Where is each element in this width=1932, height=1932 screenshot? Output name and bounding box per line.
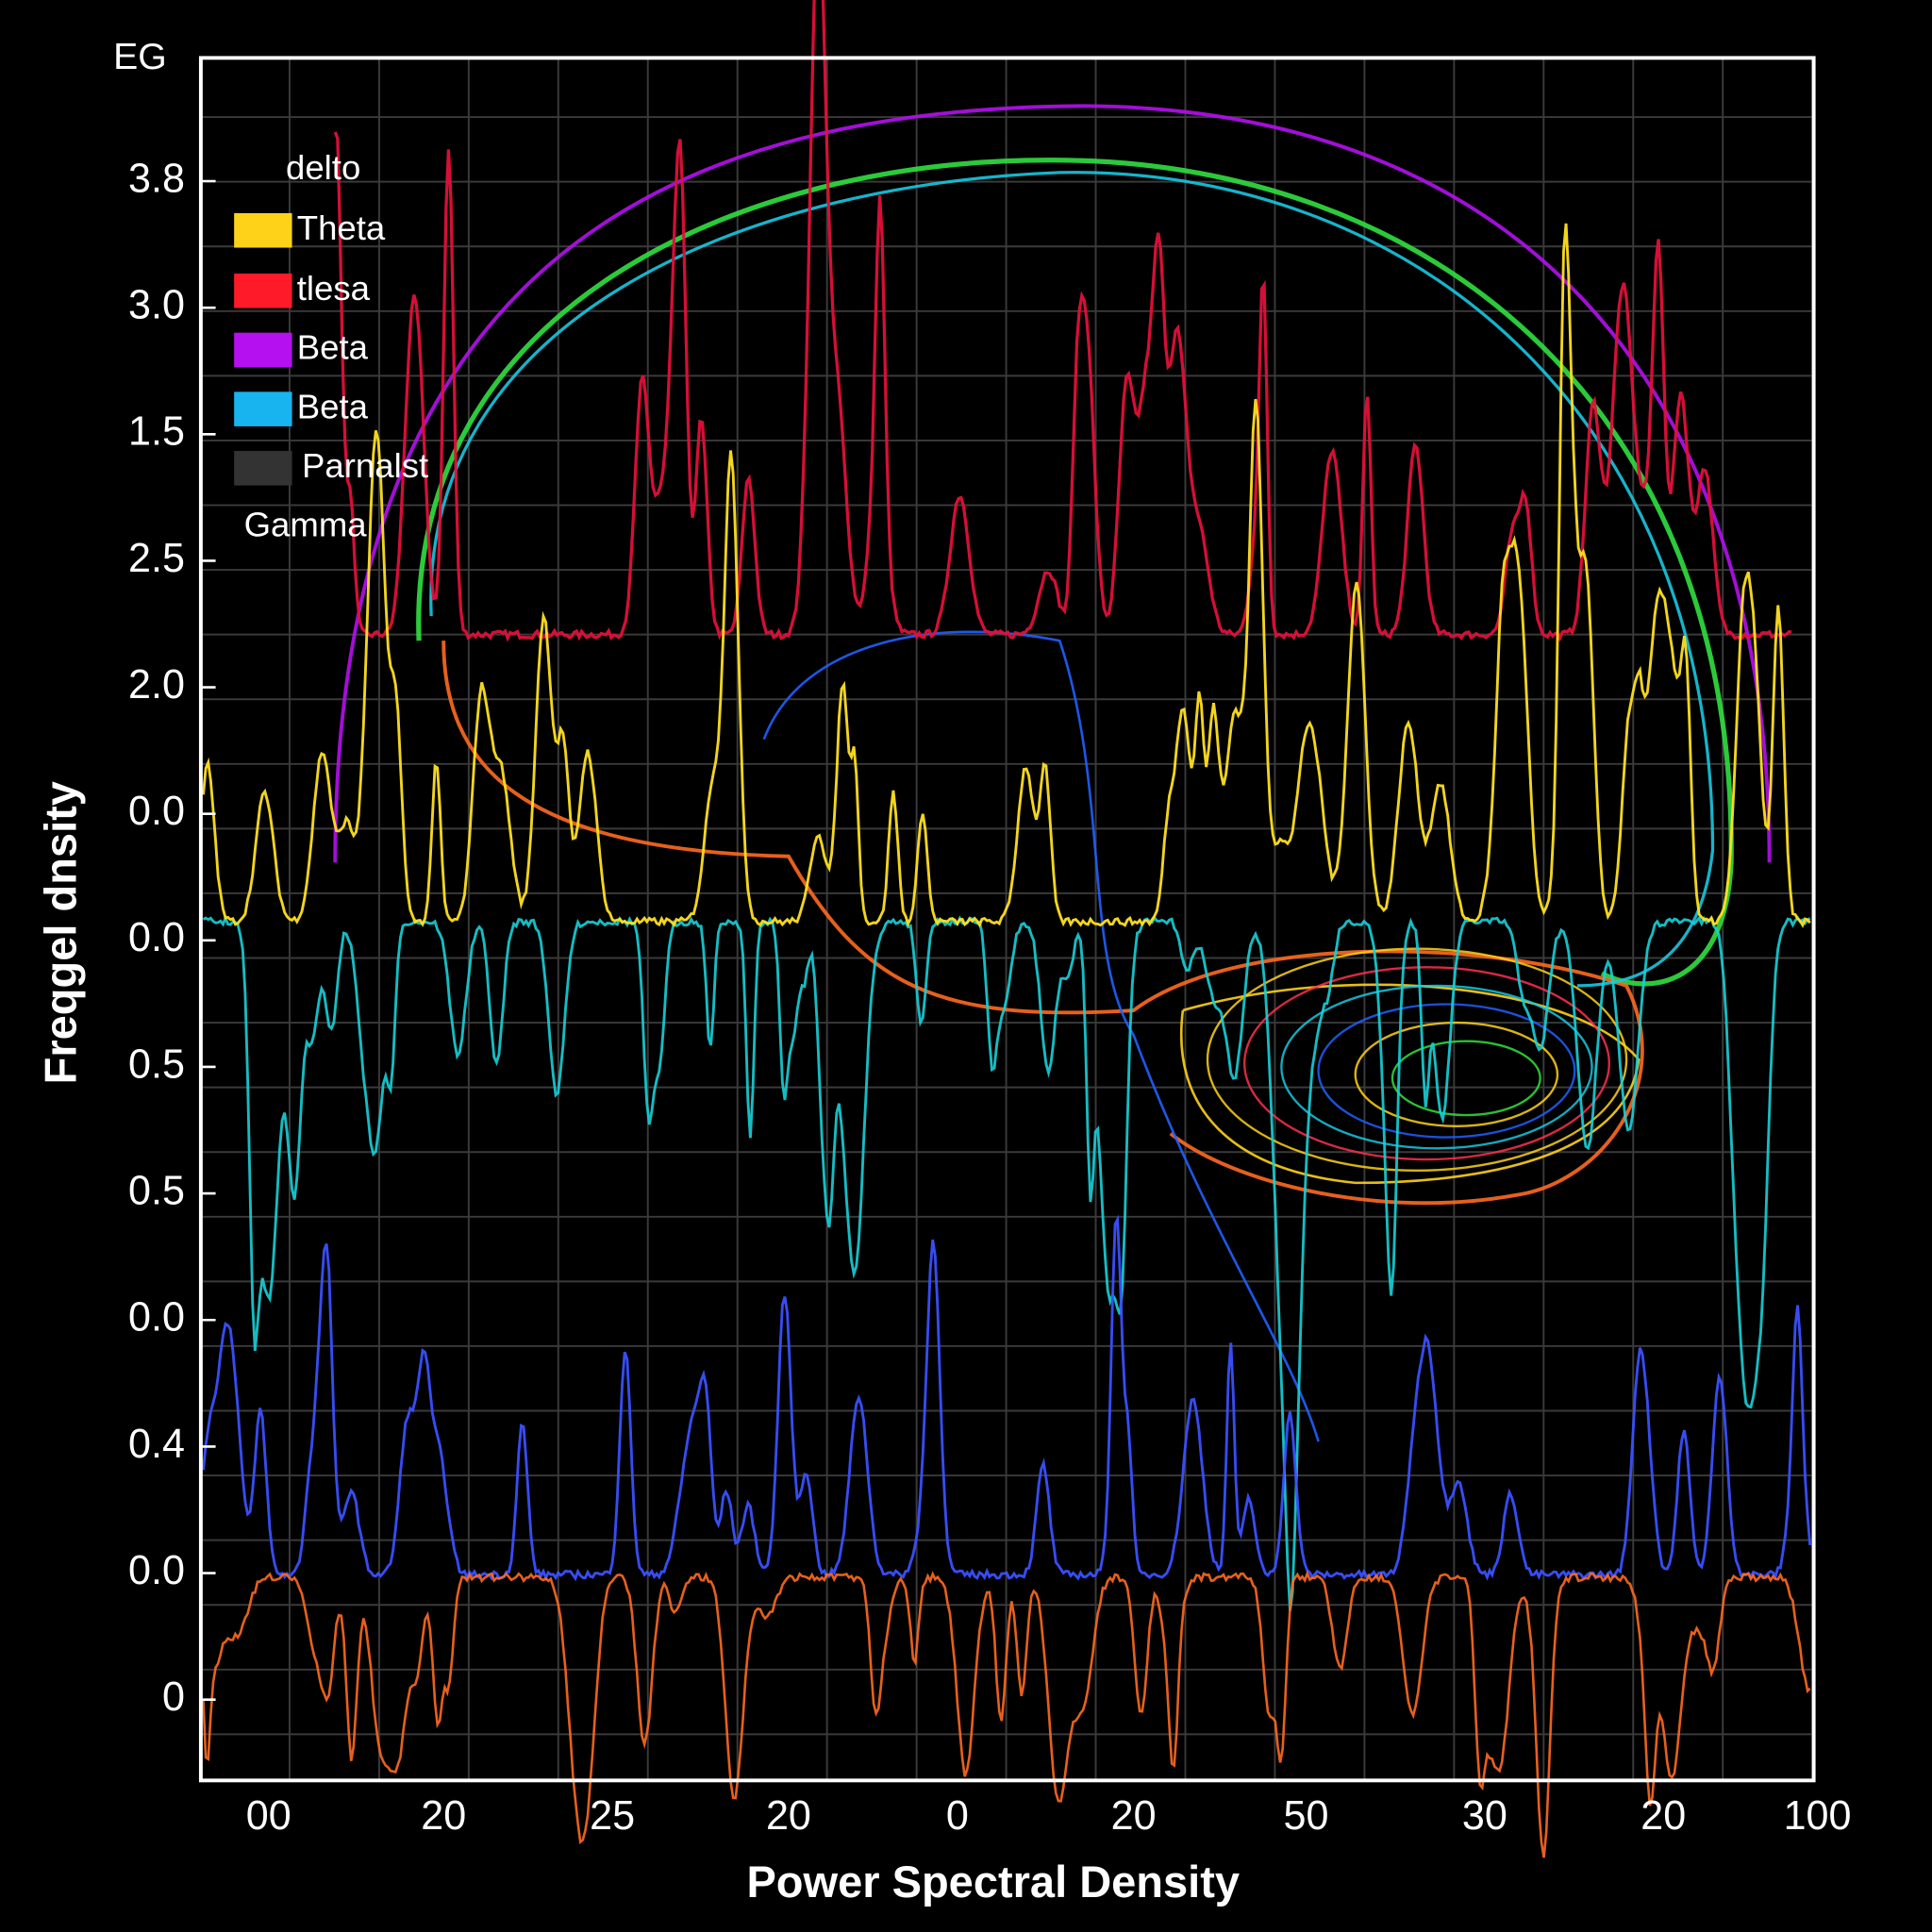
- legend-label: Theta: [297, 208, 386, 247]
- x-tick-label: 50: [1284, 1793, 1329, 1839]
- chart-title: EG: [113, 37, 167, 77]
- legend-swatch: [234, 451, 292, 486]
- legend-swatch: [234, 391, 292, 426]
- plot-frame: [198, 56, 1816, 1783]
- y-tick-label: 2.5: [128, 536, 185, 581]
- x-tick-label: 30: [1462, 1793, 1507, 1839]
- waveform: [202, 1570, 1811, 1858]
- x-tick-label: 00: [246, 1793, 291, 1839]
- legend-label: Parnalst: [302, 446, 428, 485]
- y-tick-label: 0.5: [128, 1041, 185, 1087]
- x-tick-label: 20: [1111, 1793, 1157, 1839]
- y-tick-label: 0.0: [128, 915, 185, 960]
- legend-label: Beta: [297, 328, 369, 367]
- y-tick-label: 0.4: [128, 1422, 185, 1467]
- grid: [200, 58, 1814, 1781]
- brain-outline: [762, 630, 1320, 1442]
- x-axis-label: Power Spectral Density: [746, 1857, 1240, 1907]
- y-tick-label: 2.0: [128, 662, 185, 708]
- waveforms: [202, 0, 1812, 1858]
- y-tick-label: 3.0: [128, 283, 185, 328]
- legend-swatch: [234, 332, 292, 368]
- y-tick-label: 0.0: [128, 1295, 185, 1341]
- x-tick-label: 100: [1784, 1793, 1852, 1839]
- legend: delto Theta tlesa Beta Beta Parnalst Gamma: [234, 148, 428, 544]
- x-tick-label: 20: [766, 1793, 811, 1839]
- y-axis-label: Freqgel dnsity: [35, 781, 85, 1084]
- legend-label: Gamma: [244, 506, 368, 544]
- x-tick-label: 25: [590, 1793, 635, 1839]
- cerebellum-fold: [1317, 1003, 1576, 1139]
- x-tick-label: 20: [1641, 1793, 1686, 1839]
- waveform: [202, 1214, 1812, 1582]
- y-tick-label: 0: [162, 1674, 185, 1720]
- legend-swatch: [234, 212, 292, 248]
- brain-outline: [333, 104, 1772, 863]
- waveform: [333, 0, 1792, 642]
- y-tick-label: 0.5: [128, 1169, 185, 1214]
- cerebellum-fold: [1243, 966, 1610, 1161]
- cerebellum-fold: [1280, 984, 1593, 1150]
- y-tick-label: 3.8: [128, 156, 185, 201]
- y-tick-label: 0.0: [128, 1548, 185, 1593]
- x-tick-label: 20: [421, 1793, 466, 1839]
- brain-outline: [441, 641, 1644, 1206]
- legend-label: tlesa: [297, 269, 371, 308]
- waveform: [202, 914, 1811, 1611]
- cerebellum-fold: [1354, 1021, 1559, 1127]
- y-tick-label: 1.5: [128, 409, 185, 455]
- cerebellum-fold: [1391, 1040, 1541, 1117]
- y-tick-label: 0.0: [128, 789, 185, 834]
- legend-label: delto: [286, 148, 360, 187]
- waveform: [202, 223, 1811, 928]
- legend-label: Beta: [297, 387, 369, 425]
- x-tick-label: 0: [946, 1793, 969, 1839]
- legend-swatch: [234, 273, 292, 308]
- brain-outline: [429, 171, 1715, 988]
